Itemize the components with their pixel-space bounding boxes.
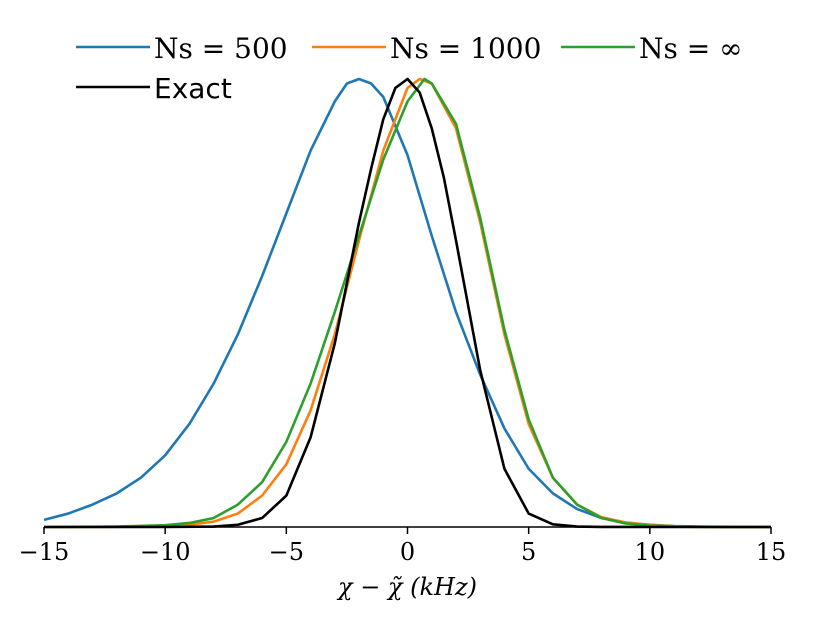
x-tick-label: 10 xyxy=(635,538,666,566)
legend-label: Ns = ∞ xyxy=(639,32,742,65)
x-tick-label: 15 xyxy=(756,538,787,566)
legend-label: Exact xyxy=(154,72,232,105)
x-tick-label: −5 xyxy=(269,538,304,566)
series-line-3 xyxy=(44,77,771,529)
x-axis-label: χ − χ̃ (kHz) xyxy=(336,573,477,601)
legend: Ns = 500 Ns = 1000 Ns = ∞ Exact xyxy=(76,32,742,105)
x-tick-label: −10 xyxy=(140,538,191,566)
legend-label: Ns = 1000 xyxy=(390,32,541,65)
series-line-2 xyxy=(43,77,772,529)
x-axis-ticks: −15 −10 −5 0 5 10 15 xyxy=(19,527,787,566)
x-tick-label: −15 xyxy=(19,538,70,566)
legend-label: Ns = 500 xyxy=(154,32,288,65)
series-line-1 xyxy=(43,77,772,529)
x-tick-label: 0 xyxy=(400,538,415,566)
plot-area xyxy=(43,77,772,529)
x-tick-label: 5 xyxy=(521,538,536,566)
series-line-0 xyxy=(43,77,772,529)
